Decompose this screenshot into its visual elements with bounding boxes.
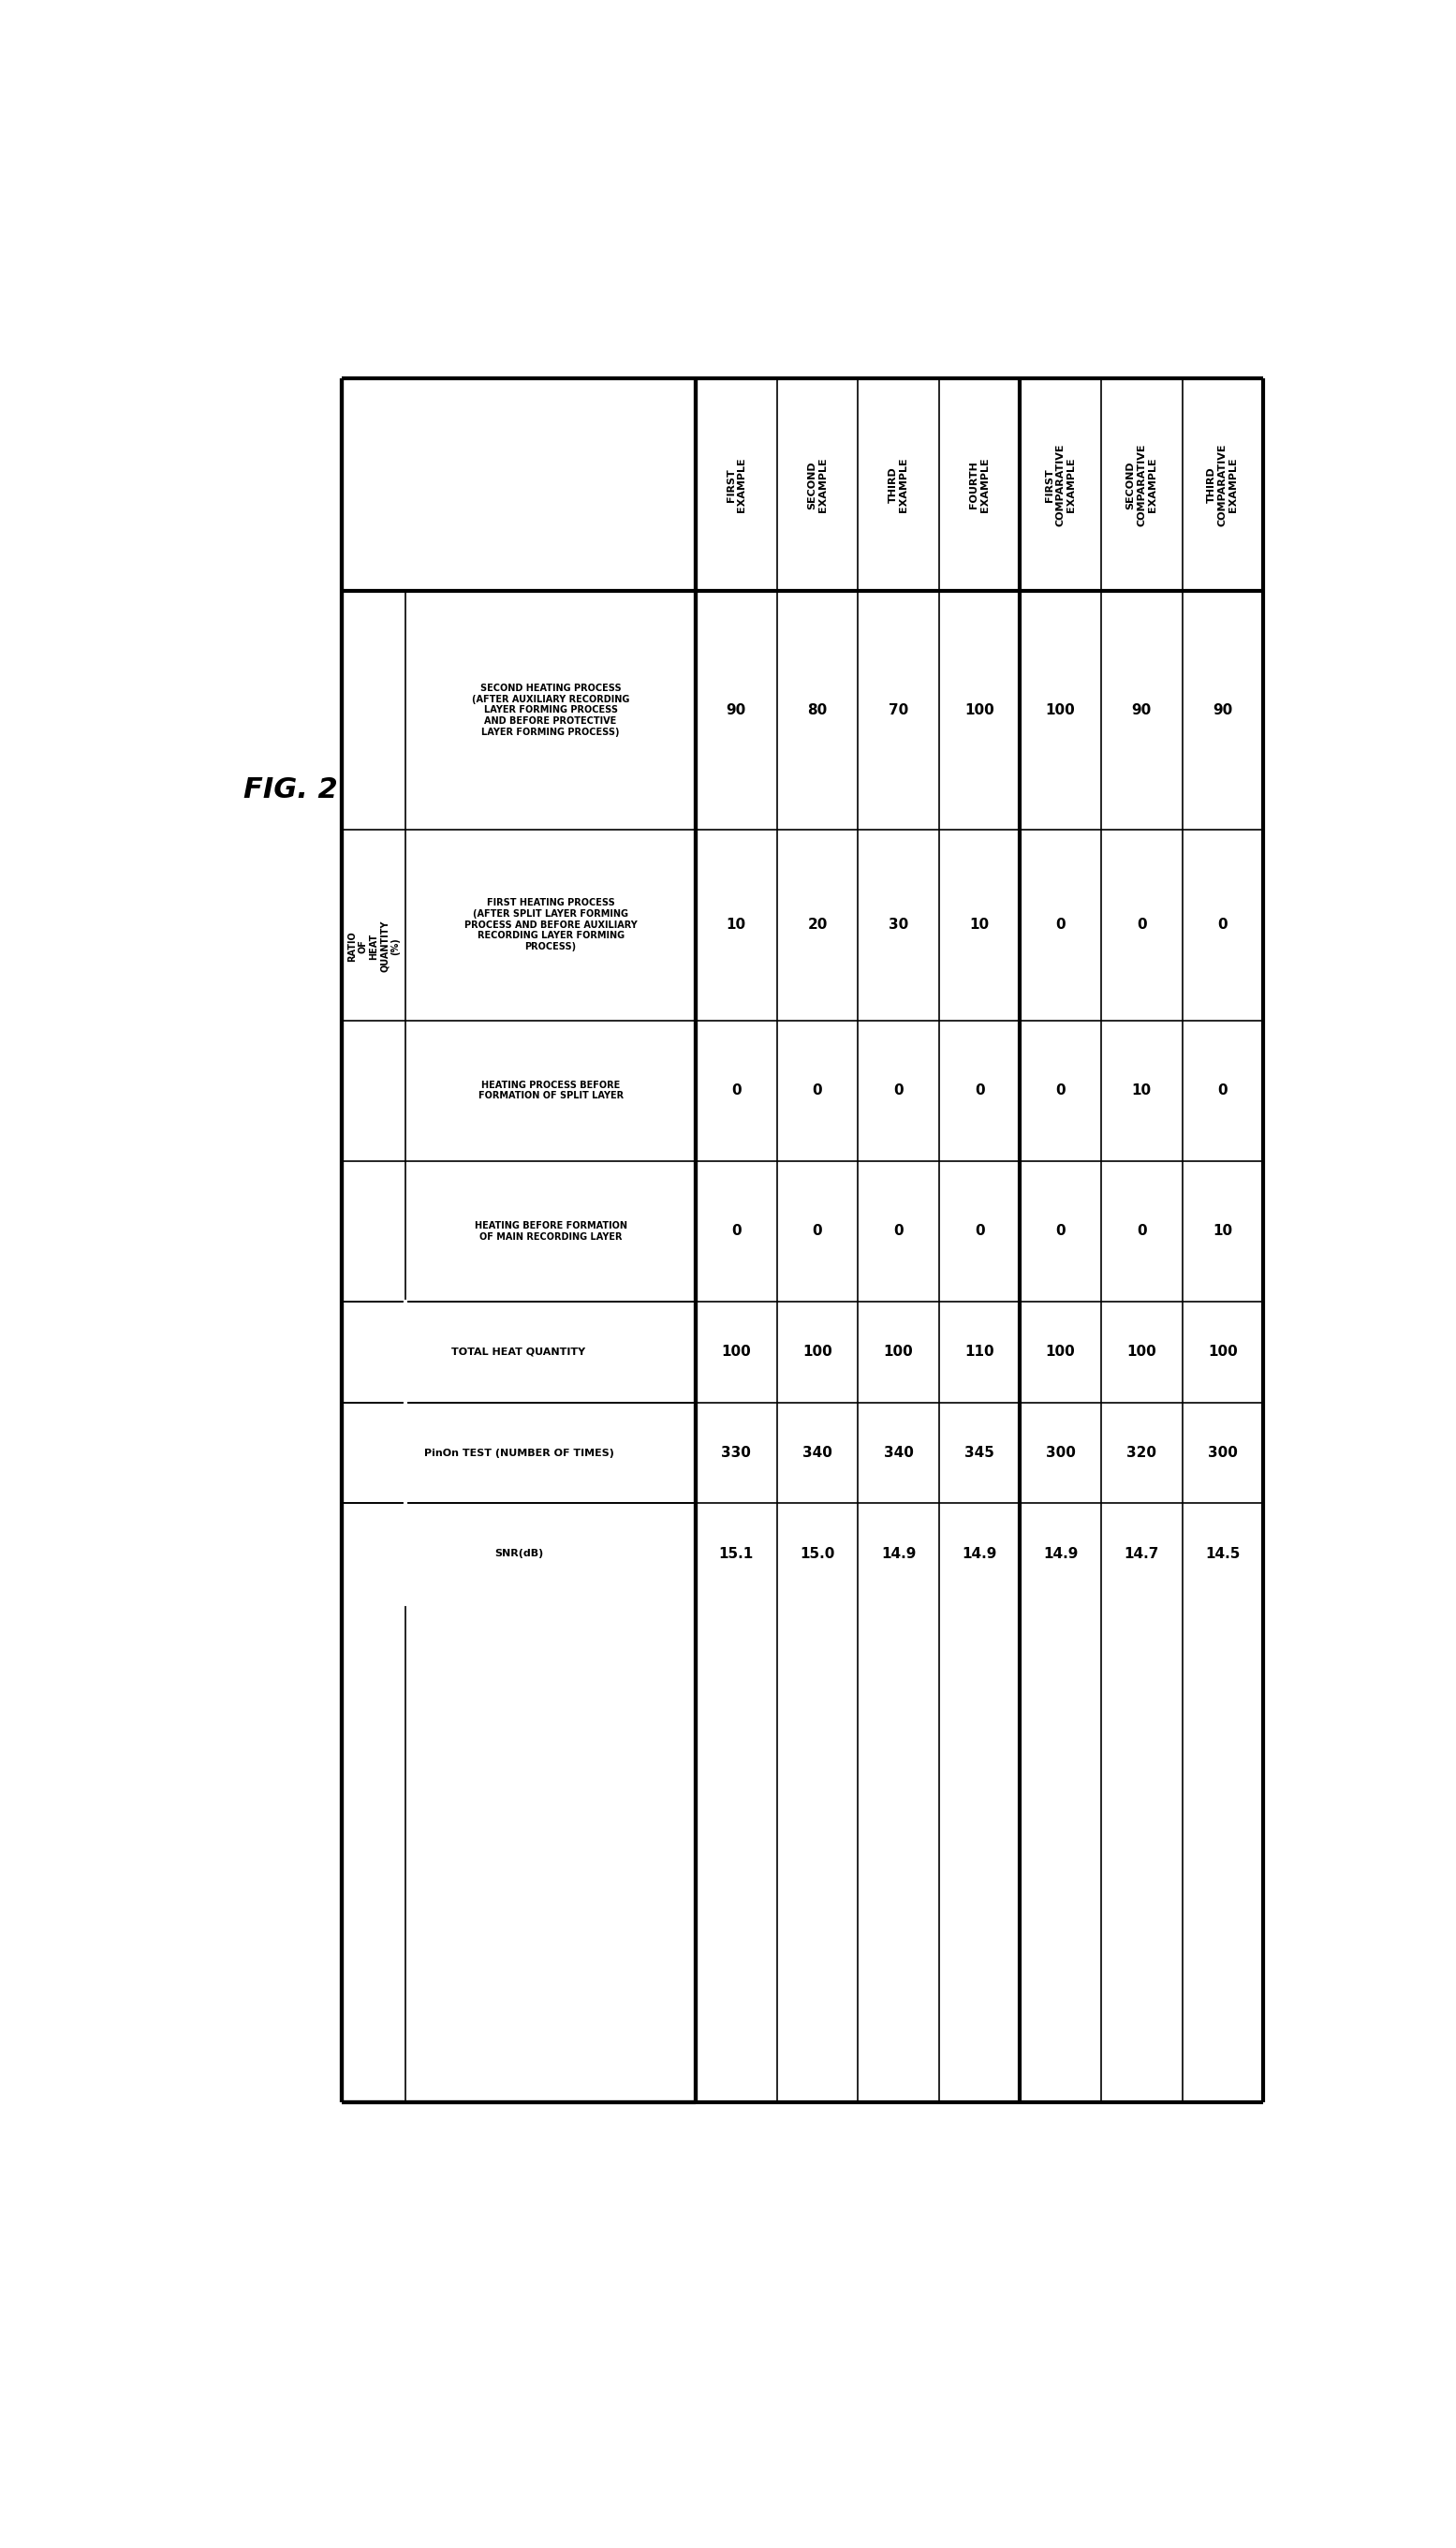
Text: 80: 80: [808, 703, 827, 719]
Text: 300: 300: [1045, 1445, 1076, 1460]
Text: SECOND HEATING PROCESS
(AFTER AUXILIARY RECORDING
LAYER FORMING PROCESS
AND BEFO: SECOND HEATING PROCESS (AFTER AUXILIARY …: [472, 683, 629, 736]
Text: 14.9: 14.9: [962, 1547, 997, 1562]
Text: FIRST
COMPARATIVE
EXAMPLE: FIRST COMPARATIVE EXAMPLE: [1045, 443, 1076, 527]
Text: THIRD
EXAMPLE: THIRD EXAMPLE: [888, 459, 909, 512]
Text: 0: 0: [731, 1083, 741, 1098]
Text: 14.5: 14.5: [1206, 1547, 1241, 1562]
Text: HEATING BEFORE FORMATION
OF MAIN RECORDING LAYER: HEATING BEFORE FORMATION OF MAIN RECORDI…: [475, 1220, 628, 1241]
Text: 0: 0: [1056, 1223, 1066, 1238]
Text: 0: 0: [1056, 917, 1066, 933]
Text: 70: 70: [888, 703, 909, 719]
Text: 0: 0: [812, 1083, 823, 1098]
Text: 100: 100: [1208, 1345, 1238, 1358]
Text: SNR(dB): SNR(dB): [494, 1549, 543, 1559]
Text: 14.9: 14.9: [881, 1547, 916, 1562]
Text: 100: 100: [1127, 1345, 1156, 1358]
Text: PinOn TEST (NUMBER OF TIMES): PinOn TEST (NUMBER OF TIMES): [424, 1447, 613, 1457]
Text: 330: 330: [721, 1445, 751, 1460]
Text: 10: 10: [970, 917, 990, 933]
Text: FIRST
EXAMPLE: FIRST EXAMPLE: [727, 459, 747, 512]
Text: 100: 100: [721, 1345, 751, 1358]
Text: 0: 0: [1217, 1083, 1227, 1098]
Text: SECOND
COMPARATIVE
EXAMPLE: SECOND COMPARATIVE EXAMPLE: [1125, 443, 1158, 527]
Text: 345: 345: [964, 1445, 994, 1460]
Text: 0: 0: [1217, 917, 1227, 933]
Text: 90: 90: [727, 703, 747, 719]
Text: 0: 0: [894, 1083, 903, 1098]
Text: 0: 0: [731, 1223, 741, 1238]
Text: 320: 320: [1127, 1445, 1156, 1460]
Text: 15.0: 15.0: [799, 1547, 834, 1562]
Text: 10: 10: [1213, 1223, 1233, 1238]
Text: THIRD
COMPARATIVE
EXAMPLE: THIRD COMPARATIVE EXAMPLE: [1207, 443, 1238, 527]
Text: 14.7: 14.7: [1124, 1547, 1159, 1562]
Text: TOTAL HEAT QUANTITY: TOTAL HEAT QUANTITY: [451, 1348, 585, 1356]
Text: SECOND
EXAMPLE: SECOND EXAMPLE: [807, 459, 827, 512]
Text: RATIO
OF
HEAT
QUANTITY
(%): RATIO OF HEAT QUANTITY (%): [347, 920, 400, 973]
Text: 100: 100: [1045, 1345, 1076, 1358]
Text: 110: 110: [965, 1345, 994, 1358]
Text: 90: 90: [1213, 703, 1233, 719]
Text: HEATING PROCESS BEFORE
FORMATION OF SPLIT LAYER: HEATING PROCESS BEFORE FORMATION OF SPLI…: [478, 1080, 623, 1101]
Text: 340: 340: [884, 1445, 913, 1460]
Text: 0: 0: [974, 1223, 984, 1238]
Text: 20: 20: [808, 917, 827, 933]
Text: 14.9: 14.9: [1042, 1547, 1077, 1562]
Text: FIG. 2: FIG. 2: [243, 777, 338, 803]
Text: 0: 0: [974, 1083, 984, 1098]
Text: 0: 0: [894, 1223, 903, 1238]
Text: 10: 10: [1131, 1083, 1152, 1098]
Text: 90: 90: [1131, 703, 1152, 719]
Text: 0: 0: [1056, 1083, 1066, 1098]
Text: 30: 30: [888, 917, 909, 933]
Text: 15.1: 15.1: [719, 1547, 754, 1562]
Text: 100: 100: [1045, 703, 1076, 719]
Text: 10: 10: [727, 917, 745, 933]
Text: 300: 300: [1208, 1445, 1238, 1460]
Text: 0: 0: [1137, 1223, 1147, 1238]
Text: 340: 340: [802, 1445, 833, 1460]
Text: FOURTH
EXAMPLE: FOURTH EXAMPLE: [970, 459, 990, 512]
Text: 0: 0: [1137, 917, 1147, 933]
Text: 0: 0: [812, 1223, 823, 1238]
Text: 100: 100: [965, 703, 994, 719]
Text: 100: 100: [802, 1345, 833, 1358]
Text: 100: 100: [884, 1345, 913, 1358]
Text: FIRST HEATING PROCESS
(AFTER SPLIT LAYER FORMING
PROCESS AND BEFORE AUXILIARY
RE: FIRST HEATING PROCESS (AFTER SPLIT LAYER…: [464, 899, 638, 950]
